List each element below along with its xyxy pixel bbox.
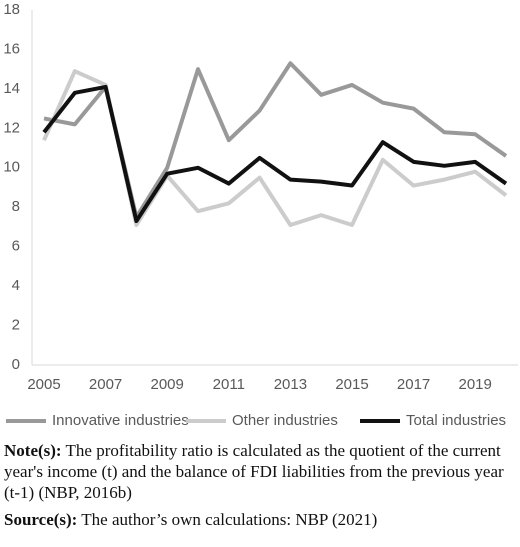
notes: Note(s): The profitability ratio is calc… (4, 440, 516, 536)
note-label: Note(s): (4, 441, 62, 460)
legend-label: Total industries (406, 412, 506, 429)
source-label: Source(s): (4, 510, 78, 529)
x-tick-label: 2017 (397, 376, 430, 393)
x-tick-label: 2005 (27, 376, 60, 393)
note-text: The profitability ratio is calculated as… (4, 441, 504, 502)
y-tick-label: 4 (12, 277, 20, 294)
x-tick-label: 2019 (459, 376, 492, 393)
note: Note(s): The profitability ratio is calc… (4, 440, 516, 503)
y-tick-label: 12 (3, 119, 20, 136)
x-tick-label: 2007 (89, 376, 122, 393)
y-tick-label: 6 (12, 238, 20, 255)
series-line (42, 69, 508, 227)
x-tick-label: 2009 (151, 376, 184, 393)
series-line (42, 84, 508, 224)
y-tick-label: 8 (12, 198, 20, 215)
y-tick-label: 10 (3, 159, 20, 176)
source-text: The author’s own calculations: NBP (2021… (81, 510, 378, 529)
legend-label: Innovative industries (52, 412, 189, 429)
x-tick-label: 2015 (335, 376, 368, 393)
legend-label: Other industries (232, 412, 338, 429)
source: Source(s): The author’s own calculations… (4, 509, 516, 530)
x-tick-label: 2011 (213, 376, 245, 393)
chart: 0 2 4 6 8 10 12 14 16 18 2005 2007 2009 2011 2013 2015 2… (3, 1, 518, 429)
y-tick-label: 16 (3, 40, 20, 57)
y-tick-label: 18 (3, 1, 20, 18)
y-tick-label: 0 (12, 356, 20, 373)
y-tick-label: 2 (12, 317, 20, 334)
x-tick-label: 2013 (274, 376, 307, 393)
series-line (43, 61, 508, 220)
y-tick-label: 14 (3, 80, 20, 97)
